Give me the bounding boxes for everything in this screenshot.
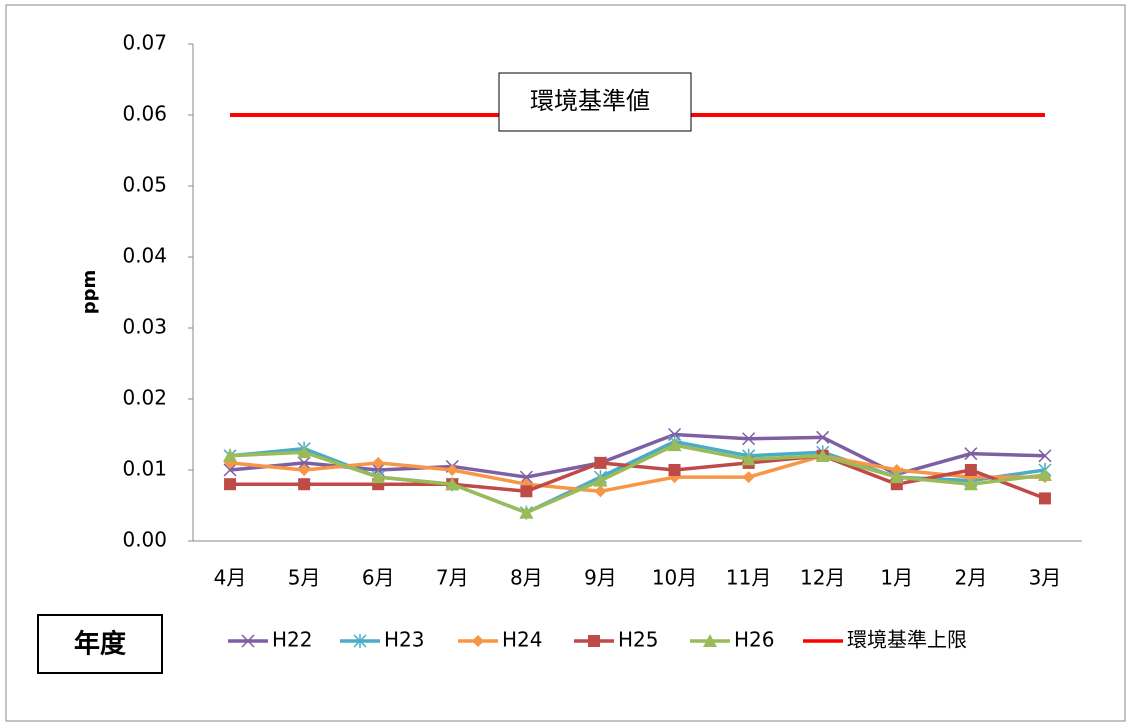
- marker: [594, 485, 607, 498]
- line: [229, 443, 1046, 515]
- y-tick-label: 0.00: [122, 528, 167, 552]
- marker: [519, 505, 534, 519]
- marker: [815, 448, 830, 462]
- marker: [593, 473, 608, 487]
- y-tick-label: 0.04: [122, 244, 167, 268]
- x-tick-label: 1月: [880, 566, 913, 590]
- marker: [667, 438, 682, 452]
- marker: [1038, 492, 1051, 505]
- marker: [588, 635, 600, 647]
- marker: [224, 478, 237, 491]
- marker: [889, 470, 904, 484]
- y-tick-label: 0.05: [122, 173, 167, 197]
- y-tick-label: 0.03: [122, 315, 167, 339]
- x-tick-label: 5月: [288, 566, 321, 590]
- annotation: 年度: [74, 629, 126, 660]
- marker: [519, 470, 533, 484]
- legend-label: H26: [734, 628, 775, 652]
- y-axis-label: ppm: [79, 270, 100, 315]
- x-tick-label: 4月: [214, 566, 247, 590]
- marker: [816, 430, 830, 444]
- marker: [372, 456, 385, 469]
- marker: [223, 448, 238, 462]
- marker: [964, 447, 978, 461]
- legend-label: H25: [618, 628, 659, 652]
- legend-label: 環境基準上限: [847, 628, 967, 652]
- legend-label: H22: [272, 628, 313, 652]
- marker: [1038, 449, 1052, 463]
- marker: [964, 464, 977, 476]
- marker: [1037, 467, 1052, 481]
- marker: [741, 452, 756, 466]
- x-tick-label: 3月: [1029, 566, 1062, 590]
- marker: [446, 464, 459, 476]
- marker: [298, 464, 311, 476]
- marker: [963, 477, 978, 491]
- marker: [742, 432, 756, 446]
- x-tick-label: 2月: [955, 566, 988, 590]
- legend-label: H23: [384, 628, 425, 652]
- marker: [890, 464, 903, 476]
- x-tick-label: 7月: [436, 566, 469, 590]
- y-tick-label: 0.06: [122, 102, 167, 126]
- marker: [297, 445, 312, 459]
- x-tick-label: 6月: [362, 566, 395, 590]
- marker: [297, 456, 311, 470]
- x-tick-label: 9月: [584, 566, 617, 590]
- line: [230, 454, 1046, 501]
- x-tick-label: 11月: [726, 566, 771, 590]
- x-tick-label: 8月: [510, 566, 543, 590]
- legend-label: H24: [502, 628, 543, 652]
- y-tick-label: 0.07: [122, 31, 167, 55]
- annotation: 環境基準値: [530, 87, 650, 115]
- plot: [223, 113, 1052, 520]
- marker: [298, 478, 311, 491]
- annotation-box: [498, 72, 692, 132]
- x-tick-label: 10月: [652, 566, 697, 590]
- marker: [445, 477, 460, 491]
- marker: [594, 456, 607, 469]
- marker: [668, 464, 681, 476]
- marker: [520, 485, 533, 498]
- marker: [241, 634, 255, 648]
- marker: [703, 634, 717, 647]
- marker: [472, 635, 484, 647]
- y-tick-label: 0.01: [122, 457, 167, 481]
- marker: [371, 470, 386, 484]
- y-tick-label: 0.02: [122, 386, 167, 410]
- marker: [742, 471, 755, 484]
- line: [229, 454, 1045, 494]
- marker: [353, 634, 367, 648]
- annotation-box: [37, 614, 163, 674]
- x-tick-label: 12月: [800, 566, 845, 590]
- marker: [223, 463, 237, 477]
